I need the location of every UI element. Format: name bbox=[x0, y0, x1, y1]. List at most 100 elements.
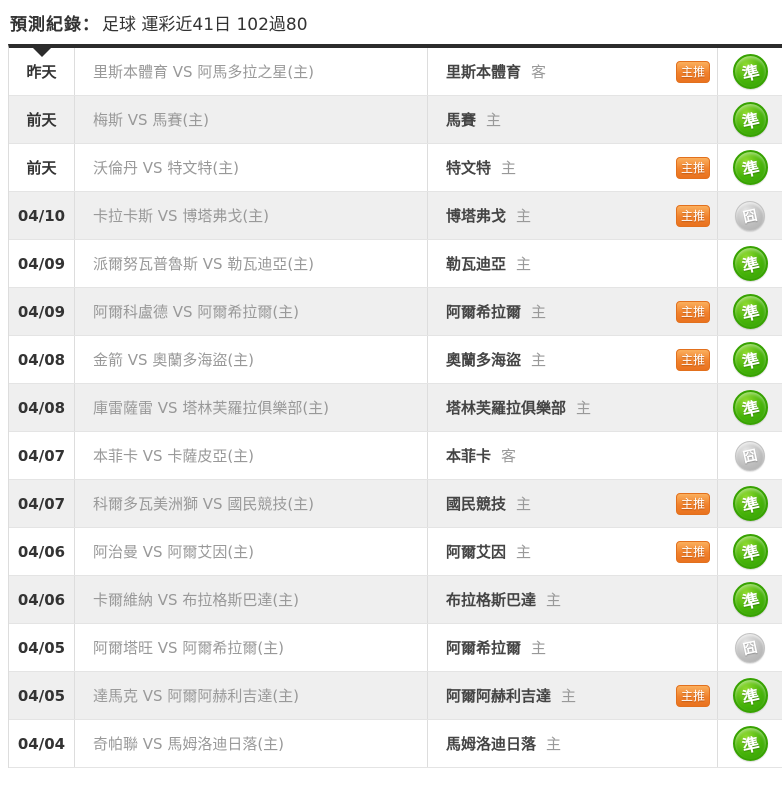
row-match: 阿爾塔旺 VS 阿爾希拉爾(主) bbox=[75, 624, 428, 671]
result-hit-icon: 準 bbox=[732, 246, 768, 281]
prediction-team: 特文特 bbox=[446, 159, 492, 177]
table-row[interactable]: 04/06 卡爾維納 VS 布拉格斯巴達(主) 布拉格斯巴達 主 準 bbox=[9, 576, 782, 624]
row-prediction: 奧蘭多海盜 主 主推 bbox=[428, 336, 718, 383]
row-result: 準 bbox=[718, 240, 782, 287]
prediction-team: 馬姆洛迪日落 bbox=[446, 735, 537, 753]
table-row[interactable]: 昨天 里斯本體育 VS 阿馬多拉之星(主) 里斯本體育 客 主推 準 bbox=[9, 48, 782, 96]
main-pick-badge: 主推 bbox=[675, 204, 710, 227]
prediction-team: 塔林芙羅拉俱樂部 bbox=[446, 399, 567, 417]
result-hit-icon: 準 bbox=[732, 294, 768, 329]
row-prediction: 本菲卡 客 bbox=[428, 432, 718, 479]
prediction-venue: 主 bbox=[516, 255, 532, 273]
prediction-team: 本菲卡 bbox=[446, 447, 492, 465]
result-hit-icon: 準 bbox=[732, 150, 768, 185]
row-result: 準 bbox=[718, 672, 782, 719]
table-row[interactable]: 04/07 本菲卡 VS 卡薩皮亞(主) 本菲卡 客 囧 bbox=[9, 432, 782, 480]
result-hit-icon: 準 bbox=[732, 102, 768, 137]
row-prediction: 阿爾希拉爾 主 主推 bbox=[428, 288, 718, 335]
row-result: 準 bbox=[718, 288, 782, 335]
table-row[interactable]: 前天 梅斯 VS 馬賽(主) 馬賽 主 準 bbox=[9, 96, 782, 144]
table-row[interactable]: 04/05 達馬克 VS 阿爾阿赫利吉達(主) 阿爾阿赫利吉達 主 主推 準 bbox=[9, 672, 782, 720]
table-row[interactable]: 04/06 阿治曼 VS 阿爾艾因(主) 阿爾艾因 主 主推 準 bbox=[9, 528, 782, 576]
row-match: 阿爾科盧德 VS 阿爾希拉爾(主) bbox=[75, 288, 428, 335]
row-match: 梅斯 VS 馬賽(主) bbox=[75, 96, 428, 143]
row-result: 囧 bbox=[718, 624, 782, 671]
row-result: 準 bbox=[718, 720, 782, 767]
row-date: 04/04 bbox=[9, 720, 75, 767]
row-date: 04/05 bbox=[9, 624, 75, 671]
prediction-venue: 主 bbox=[516, 495, 532, 513]
row-match: 沃倫丹 VS 特文特(主) bbox=[75, 144, 428, 191]
row-prediction: 博塔弗戈 主 主推 bbox=[428, 192, 718, 239]
row-date: 前天 bbox=[9, 144, 75, 191]
row-date: 昨天 bbox=[9, 48, 75, 95]
row-result: 準 bbox=[718, 144, 782, 191]
table-row[interactable]: 04/07 科爾多瓦美洲獅 VS 國民競技(主) 國民競技 主 主推 準 bbox=[9, 480, 782, 528]
main-pick-badge: 主推 bbox=[675, 684, 710, 707]
table-row[interactable]: 04/10 卡拉卡斯 VS 博塔弗戈(主) 博塔弗戈 主 主推 囧 bbox=[9, 192, 782, 240]
prediction-team: 奧蘭多海盜 bbox=[446, 351, 522, 369]
prediction-venue: 主 bbox=[561, 687, 577, 705]
row-match: 達馬克 VS 阿爾阿赫利吉達(主) bbox=[75, 672, 428, 719]
prediction-venue: 客 bbox=[501, 447, 517, 465]
result-hit-icon: 準 bbox=[732, 486, 768, 521]
row-match: 科爾多瓦美洲獅 VS 國民競技(主) bbox=[75, 480, 428, 527]
row-date: 04/10 bbox=[9, 192, 75, 239]
row-result: 準 bbox=[718, 480, 782, 527]
row-date: 04/08 bbox=[9, 384, 75, 431]
prediction-venue: 主 bbox=[531, 303, 547, 321]
table-row[interactable]: 04/09 派爾努瓦普魯斯 VS 勒瓦迪亞(主) 勒瓦迪亞 主 準 bbox=[9, 240, 782, 288]
row-prediction: 里斯本體育 客 主推 bbox=[428, 48, 718, 95]
sort-arrow-icon bbox=[33, 48, 51, 57]
result-miss-icon: 囧 bbox=[735, 440, 765, 471]
result-hit-icon: 準 bbox=[732, 54, 768, 89]
result-hit-icon: 準 bbox=[732, 390, 768, 425]
row-prediction: 阿爾阿赫利吉達 主 主推 bbox=[428, 672, 718, 719]
row-prediction: 特文特 主 主推 bbox=[428, 144, 718, 191]
row-date: 前天 bbox=[9, 96, 75, 143]
row-prediction: 馬姆洛迪日落 主 bbox=[428, 720, 718, 767]
row-match: 卡拉卡斯 VS 博塔弗戈(主) bbox=[75, 192, 428, 239]
main-pick-badge: 主推 bbox=[675, 156, 710, 179]
result-hit-icon: 準 bbox=[732, 582, 768, 617]
main-pick-badge: 主推 bbox=[675, 348, 710, 371]
row-date: 04/07 bbox=[9, 480, 75, 527]
table-row[interactable]: 04/05 阿爾塔旺 VS 阿爾希拉爾(主) 阿爾希拉爾 主 囧 bbox=[9, 624, 782, 672]
prediction-venue: 主 bbox=[516, 207, 532, 225]
prediction-team: 馬賽 bbox=[446, 111, 477, 129]
row-date: 04/05 bbox=[9, 672, 75, 719]
prediction-venue: 主 bbox=[516, 543, 532, 561]
row-match: 派爾努瓦普魯斯 VS 勒瓦迪亞(主) bbox=[75, 240, 428, 287]
prediction-venue: 主 bbox=[546, 591, 562, 609]
prediction-venue: 主 bbox=[531, 639, 547, 657]
row-match: 本菲卡 VS 卡薩皮亞(主) bbox=[75, 432, 428, 479]
row-match: 奇帕聯 VS 馬姆洛迪日落(主) bbox=[75, 720, 428, 767]
prediction-venue: 主 bbox=[546, 735, 562, 753]
row-prediction: 阿爾希拉爾 主 bbox=[428, 624, 718, 671]
page-title-value: 足球 運彩近41日 102過80 bbox=[102, 14, 308, 35]
page-title-label: 預測紀錄： bbox=[10, 14, 100, 35]
prediction-team: 博塔弗戈 bbox=[446, 207, 507, 225]
prediction-team: 阿爾希拉爾 bbox=[446, 303, 522, 321]
row-date: 04/09 bbox=[9, 288, 75, 335]
row-match: 阿治曼 VS 阿爾艾因(主) bbox=[75, 528, 428, 575]
prediction-team: 國民競技 bbox=[446, 495, 507, 513]
table-row[interactable]: 04/04 奇帕聯 VS 馬姆洛迪日落(主) 馬姆洛迪日落 主 準 bbox=[9, 720, 782, 768]
page-title: 預測紀錄： 足球 運彩近41日 102過80 bbox=[0, 0, 782, 44]
row-prediction: 布拉格斯巴達 主 bbox=[428, 576, 718, 623]
row-date: 04/06 bbox=[9, 576, 75, 623]
table-row[interactable]: 前天 沃倫丹 VS 特文特(主) 特文特 主 主推 準 bbox=[9, 144, 782, 192]
table-row[interactable]: 04/08 庫雷薩雷 VS 塔林芙羅拉俱樂部(主) 塔林芙羅拉俱樂部 主 準 bbox=[9, 384, 782, 432]
row-date: 04/08 bbox=[9, 336, 75, 383]
table-row[interactable]: 04/09 阿爾科盧德 VS 阿爾希拉爾(主) 阿爾希拉爾 主 主推 準 bbox=[9, 288, 782, 336]
prediction-team: 阿爾阿赫利吉達 bbox=[446, 687, 552, 705]
row-date: 04/06 bbox=[9, 528, 75, 575]
main-pick-badge: 主推 bbox=[675, 300, 710, 323]
prediction-team: 布拉格斯巴達 bbox=[446, 591, 537, 609]
row-result: 囧 bbox=[718, 192, 782, 239]
result-miss-icon: 囧 bbox=[735, 200, 765, 231]
row-result: 囧 bbox=[718, 432, 782, 479]
main-pick-badge: 主推 bbox=[675, 60, 710, 83]
table-row[interactable]: 04/08 金箭 VS 奧蘭多海盜(主) 奧蘭多海盜 主 主推 準 bbox=[9, 336, 782, 384]
prediction-team: 阿爾艾因 bbox=[446, 543, 507, 561]
